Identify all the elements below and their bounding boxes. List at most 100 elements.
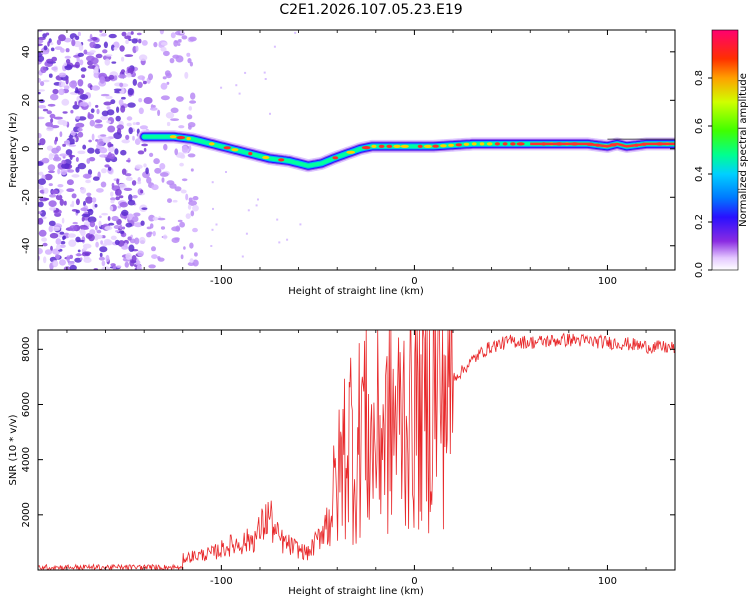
noise-blob xyxy=(77,127,83,132)
noise-blob xyxy=(169,183,177,189)
noise-blob xyxy=(177,43,181,46)
noise-blob xyxy=(125,39,129,45)
noise-blob xyxy=(141,143,149,147)
noise-blob xyxy=(83,200,86,207)
noise-blob xyxy=(45,122,53,127)
noise-blob xyxy=(40,66,47,74)
noise-blob xyxy=(58,34,66,42)
noise-blob xyxy=(52,156,62,162)
noise-blob xyxy=(86,192,92,197)
noise-blob xyxy=(86,158,91,164)
noise-blob xyxy=(50,42,54,46)
noise-blob xyxy=(143,97,153,104)
noise-blob xyxy=(94,203,98,208)
noise-blob xyxy=(160,82,168,90)
noise-blob xyxy=(99,76,106,84)
noise-blob xyxy=(81,236,86,244)
noise-blob xyxy=(132,135,135,141)
noise-blob xyxy=(59,198,64,206)
noise-blob xyxy=(75,166,80,173)
noise-blob xyxy=(127,88,134,96)
colorbar-tick-label: 0.8 xyxy=(694,70,705,86)
noise-blob xyxy=(171,226,181,232)
snr-xlabel: Height of straight line (km) xyxy=(288,586,424,597)
noise-blob xyxy=(47,103,56,107)
noise-blob xyxy=(89,41,96,48)
noise-blob xyxy=(119,224,123,230)
noise-blob xyxy=(38,247,43,255)
noise-blob xyxy=(170,107,179,114)
noise-blob xyxy=(100,93,110,97)
noise-blob xyxy=(61,159,67,165)
noise-blob xyxy=(95,104,99,108)
y-tick-label: 4000 xyxy=(21,447,32,472)
noise-blob xyxy=(89,50,96,54)
ridge-hotspot xyxy=(393,144,401,148)
noise-blob xyxy=(106,109,115,116)
noise-blob xyxy=(46,58,54,63)
noise-speck xyxy=(245,232,248,235)
noise-blob xyxy=(66,188,75,193)
noise-blob xyxy=(87,38,93,42)
ridge-hotspot xyxy=(262,155,270,160)
noise-blob xyxy=(133,222,143,228)
noise-blob xyxy=(38,217,44,225)
noise-blob xyxy=(40,216,47,220)
noise-blob xyxy=(125,134,130,140)
ridge-hotspot xyxy=(510,142,516,146)
noise-blob xyxy=(56,39,62,46)
noise-blob xyxy=(69,225,78,232)
noise-blob xyxy=(48,153,54,160)
ridge-hotspot xyxy=(346,150,356,154)
ridge-hotspot xyxy=(463,142,470,146)
noise-blob xyxy=(108,166,112,171)
noise-blob xyxy=(68,135,74,139)
noise-blob xyxy=(166,121,171,127)
noise-blob xyxy=(72,104,80,110)
noise-blob xyxy=(138,54,148,61)
noise-blob xyxy=(48,220,56,227)
noise-blob xyxy=(48,183,53,187)
noise-blob xyxy=(114,148,119,155)
noise-speck xyxy=(215,223,218,226)
noise-blob xyxy=(110,199,115,204)
noise-blob xyxy=(114,239,120,246)
noise-blob xyxy=(181,178,188,182)
noise-blob xyxy=(57,168,61,175)
noise-blob xyxy=(80,187,87,194)
noise-speck xyxy=(220,86,223,89)
noise-blob xyxy=(152,216,159,221)
noise-blob xyxy=(116,178,120,185)
noise-blob xyxy=(68,144,77,147)
noise-blob xyxy=(140,189,144,194)
spectrogram-ylabel: Frequency (Hz) xyxy=(8,112,19,188)
noise-blob xyxy=(130,31,134,35)
noise-blob xyxy=(160,42,168,46)
ridge-hotspot xyxy=(494,142,500,146)
noise-blob xyxy=(42,108,49,112)
noise-blob xyxy=(173,40,179,47)
noise-blob xyxy=(113,132,122,140)
noise-blob xyxy=(153,105,156,108)
ridge-hotspot xyxy=(186,137,191,141)
noise-blob xyxy=(119,45,125,52)
noise-blob xyxy=(183,246,186,250)
noise-blob xyxy=(98,220,102,227)
noise-blob xyxy=(108,222,115,226)
noise-blob xyxy=(78,116,87,121)
noise-blob xyxy=(192,227,198,233)
noise-blob xyxy=(146,176,152,184)
noise-blob xyxy=(103,41,108,49)
noise-blob xyxy=(95,53,103,59)
noise-blob xyxy=(71,39,76,47)
noise-blob xyxy=(137,177,141,183)
noise-blob xyxy=(58,88,65,96)
noise-blob xyxy=(75,115,80,120)
noise-blob xyxy=(75,35,80,40)
noise-blob xyxy=(137,81,143,88)
noise-blob xyxy=(102,49,108,54)
noise-blob xyxy=(65,149,73,156)
noise-blob xyxy=(77,162,87,170)
noise-blob xyxy=(91,85,101,91)
noise-blob xyxy=(71,193,77,199)
